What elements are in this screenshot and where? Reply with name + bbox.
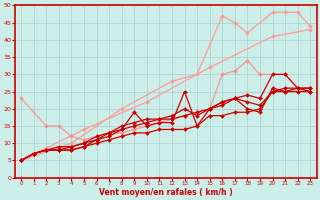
X-axis label: Vent moyen/en rafales ( km/h ): Vent moyen/en rafales ( km/h ) bbox=[99, 188, 233, 197]
